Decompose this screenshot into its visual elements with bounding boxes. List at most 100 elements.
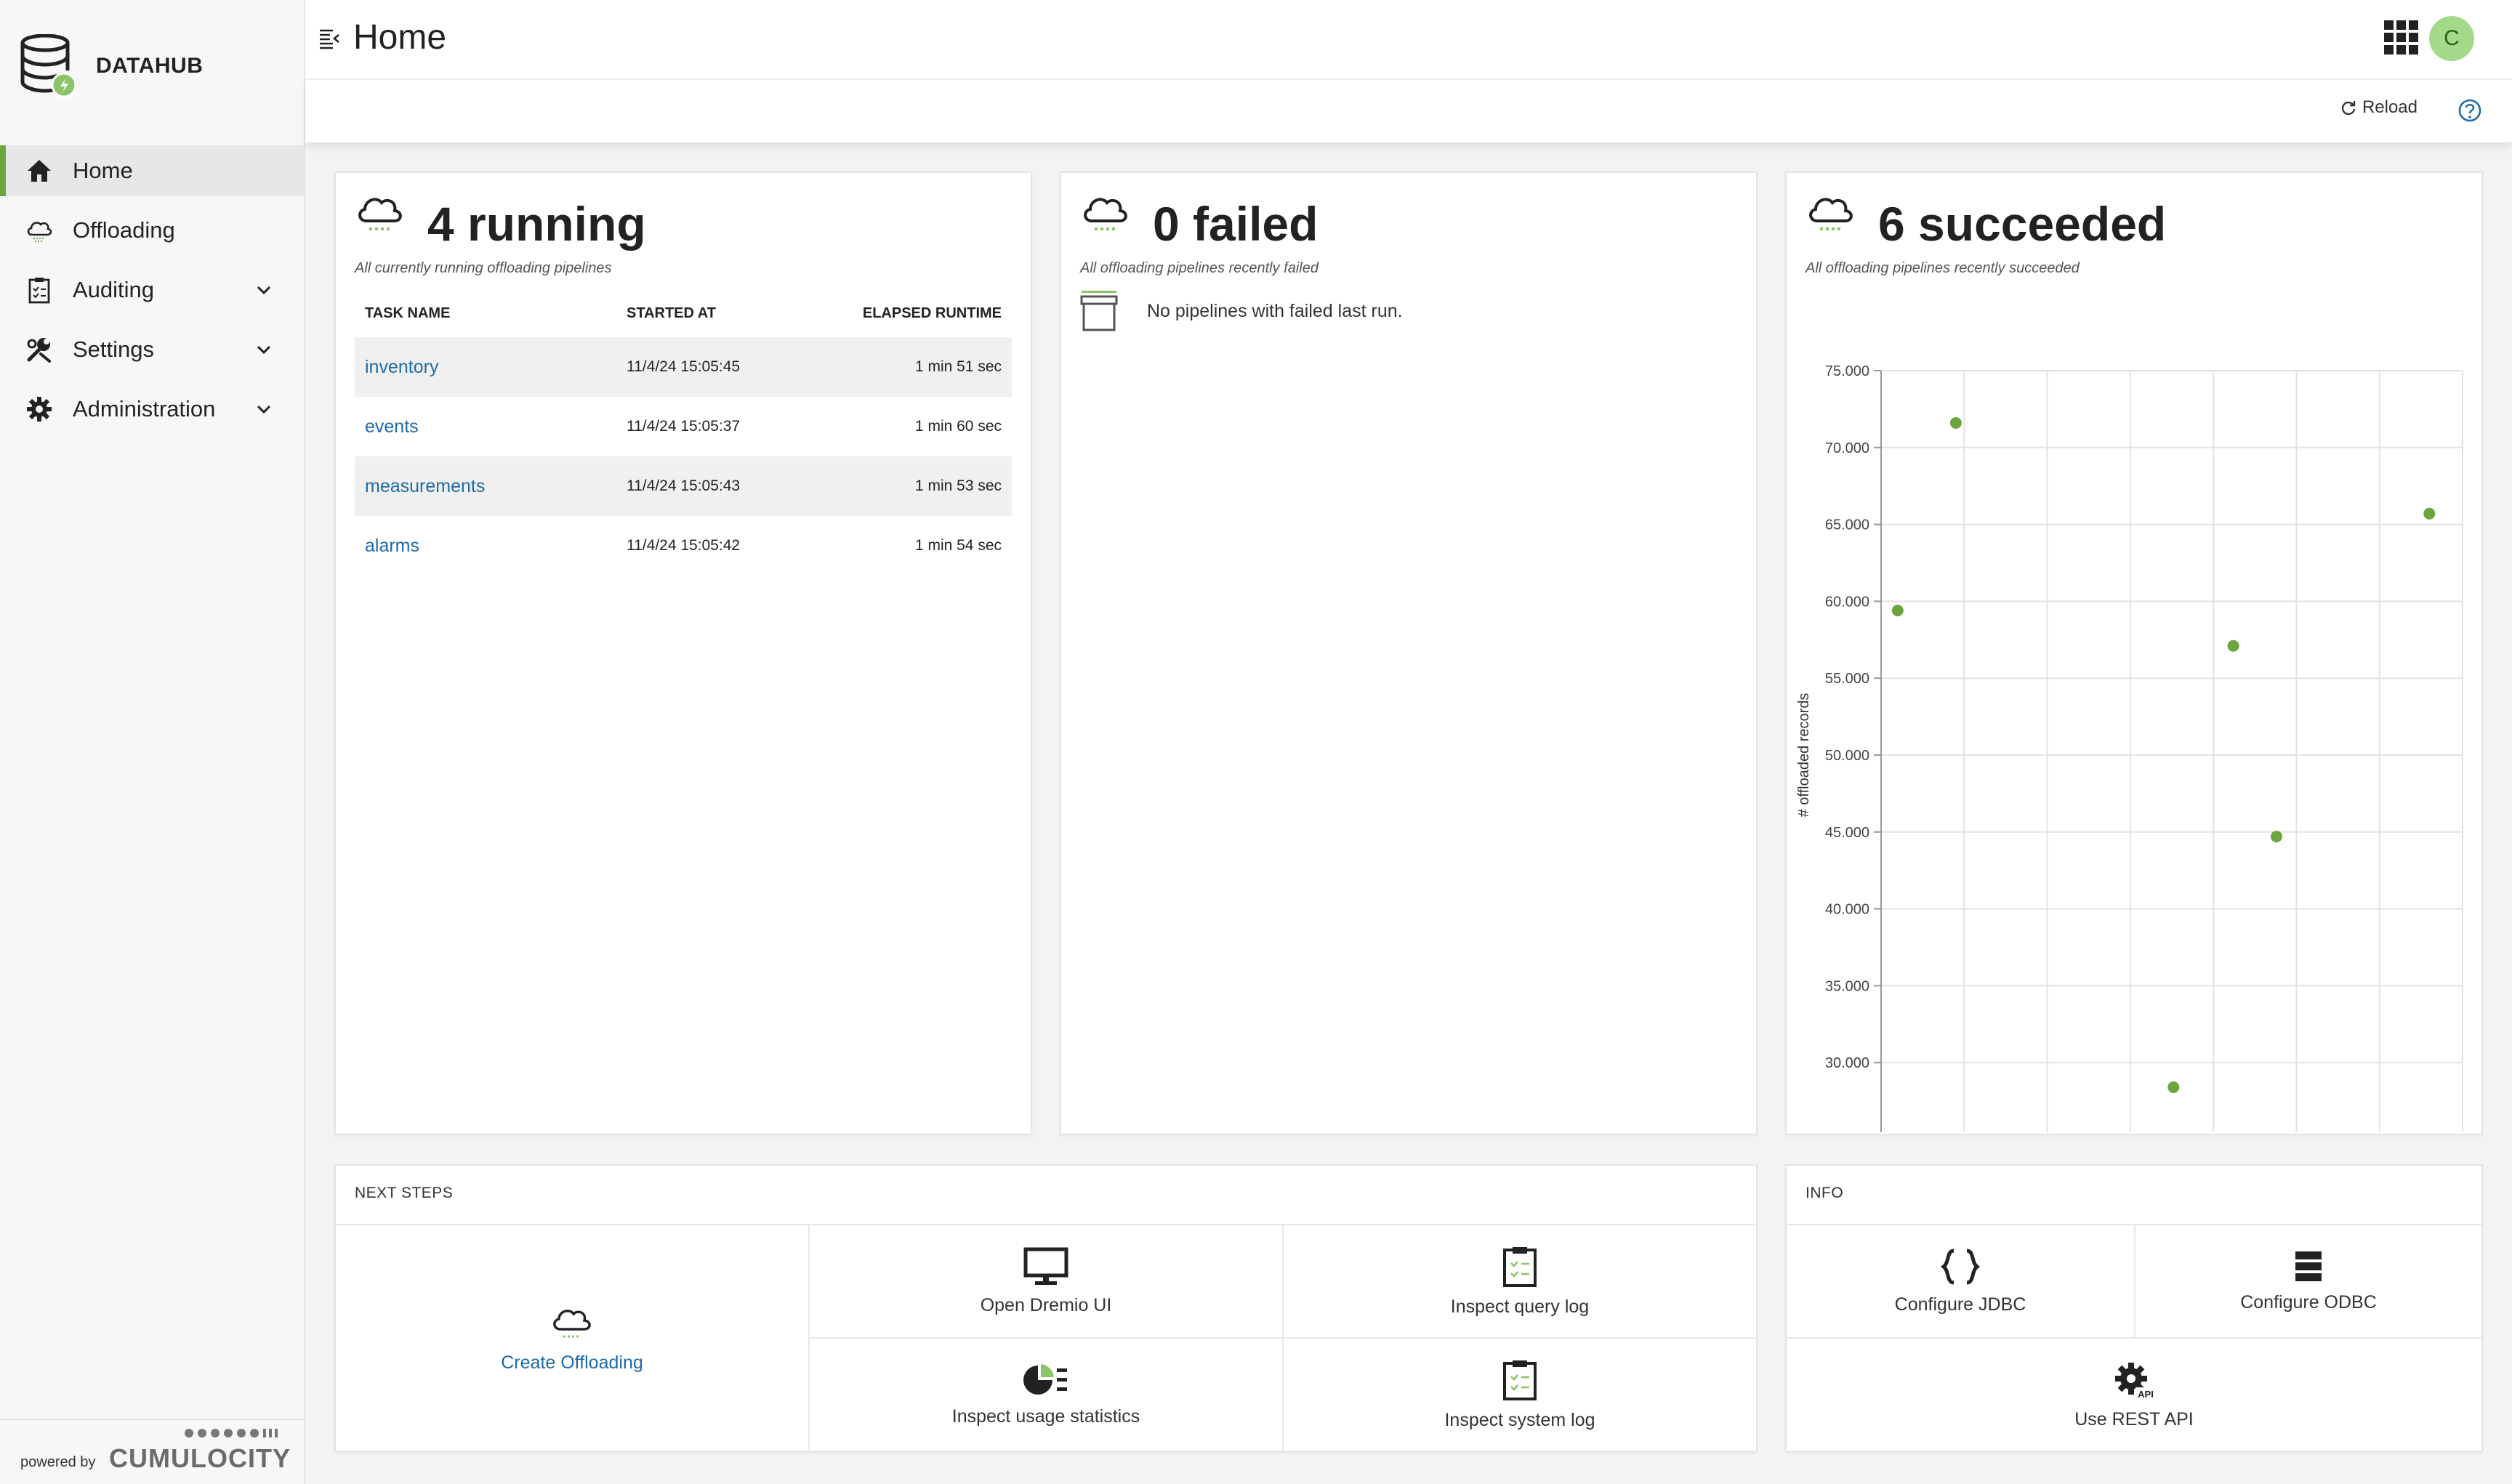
clipboard-icon: [28, 278, 50, 304]
monitor-icon: [1023, 1247, 1068, 1285]
use-rest-api-button[interactable]: API Use REST API: [1787, 1337, 2481, 1451]
sidebar-item-home[interactable]: Home: [0, 145, 304, 196]
cloud-icon: [553, 1309, 591, 1337]
inspect-usage-statistics-label: Inspect usage statistics: [951, 1406, 1140, 1427]
api-gear-icon: API: [2115, 1362, 2156, 1400]
y-tick-label: 55.000: [1825, 671, 1869, 687]
brand[interactable]: DATAHUB: [20, 33, 203, 99]
column-header: TASK NAME: [365, 305, 451, 321]
configure-odbc-label: Configure ODBC: [2240, 1291, 2377, 1312]
empty-box-icon: [1080, 291, 1118, 331]
y-tick-label: 50.000: [1825, 748, 1869, 764]
chevron-down-icon: [257, 345, 271, 355]
sidebar-item-administration[interactable]: Administration: [0, 384, 304, 435]
configure-jdbc-button[interactable]: Configure JDBC: [1787, 1224, 2134, 1337]
cloud-icon: [358, 198, 402, 230]
empty-state: No pipelines with failed last run.: [1080, 289, 1403, 333]
pie-chart-icon: [1023, 1363, 1067, 1395]
task-name-link[interactable]: alarms: [365, 535, 420, 556]
cloud-icon: [27, 222, 52, 242]
powered-by-brand: CUMULOCITY: [109, 1443, 291, 1473]
task-name-link[interactable]: events: [365, 416, 419, 437]
refresh-icon: [2341, 101, 2356, 116]
sidebar: DATAHUB Home Offloading: [0, 0, 305, 1484]
create-offloading-button[interactable]: Create Offloading: [336, 1224, 808, 1451]
open-dremio-ui-button[interactable]: Open Dremio UI: [808, 1224, 1282, 1337]
started-at: 11/4/24 15:05:37: [627, 418, 741, 435]
sidebar-item-offloading[interactable]: Offloading: [0, 205, 304, 256]
column-header: STARTED AT: [627, 305, 716, 321]
sidebar-item-label: Home: [73, 158, 133, 183]
wrench-icon: [27, 338, 51, 363]
action-bar: Reload: [305, 80, 2512, 142]
table-row: inventory 11/4/24 15:05:45 1 min 51 sec: [355, 337, 1012, 397]
y-tick-label: 75.000: [1825, 363, 1869, 379]
running-count: 4 running: [427, 197, 646, 251]
y-axis-label: # offloaded records: [1796, 693, 1812, 818]
page-title: Home: [353, 18, 447, 57]
table-row: events 11/4/24 15:05:37 1 min 60 sec: [355, 397, 1012, 456]
chevron-down-icon: [257, 286, 271, 295]
inspect-usage-statistics-button[interactable]: Inspect usage statistics: [808, 1337, 1282, 1451]
table-row: alarms 11/4/24 15:05:42 1 min 54 sec: [355, 516, 1012, 576]
scatter-point: [2167, 1081, 2180, 1094]
next-steps-label: NEXT STEPS: [355, 1185, 454, 1201]
next-steps-card: NEXT STEPS Create Offloading Open Dremio…: [334, 1164, 1758, 1452]
sidebar-nav: Home Offloading Auditing: [0, 145, 304, 435]
y-tick-label: 35.000: [1825, 978, 1869, 994]
started-at: 11/4/24 15:05:42: [627, 537, 741, 554]
running-subtitle: All currently running offloading pipelin…: [355, 260, 612, 276]
clipboard-icon: [1503, 1360, 1537, 1400]
elapsed-runtime: 1 min 53 sec: [834, 456, 1012, 516]
task-name-link[interactable]: inventory: [355, 337, 616, 397]
y-tick-label: 30.000: [1825, 1055, 1869, 1071]
reload-button[interactable]: Reload: [2340, 97, 2418, 118]
task-name-link[interactable]: measurements: [355, 456, 616, 516]
y-tick-label: 60.000: [1825, 594, 1869, 610]
inspect-system-log-button[interactable]: Inspect system log: [1282, 1337, 1756, 1451]
sidebar-item-auditing[interactable]: Auditing: [0, 265, 304, 315]
configure-odbc-button[interactable]: Configure ODBC: [2134, 1224, 2481, 1337]
cloud-icon: [1809, 198, 1853, 230]
powered-by-text: powered by: [20, 1454, 96, 1470]
table-header-row: TASK NAME STARTED AT ELAPSED RUNTIME: [355, 289, 1012, 337]
info-card: INFO Configure JDBC Configure ODBC: [1785, 1164, 2483, 1452]
open-dremio-ui-label: Open Dremio UI: [980, 1294, 1112, 1315]
cumulocity-logo-icon: [185, 1429, 278, 1437]
y-tick-label: 65.000: [1825, 517, 1869, 533]
user-avatar[interactable]: C: [2429, 16, 2474, 61]
empty-message: No pipelines with failed last run.: [1147, 300, 1403, 321]
sidebar-item-label: Administration: [73, 396, 216, 422]
chevron-down-icon: [257, 405, 271, 414]
sidebar-item-label: Settings: [73, 336, 155, 362]
app-switcher-icon[interactable]: [2384, 20, 2419, 55]
inspect-query-log-button[interactable]: Inspect query log: [1282, 1224, 1756, 1337]
succeeded-scatter-chart: 25.00030.00035.00040.00045.00050.00055.0…: [1796, 363, 2463, 1132]
started-at: 11/4/24 15:05:43: [616, 456, 834, 516]
elapsed-runtime: 1 min 60 sec: [914, 418, 1002, 435]
table-row: measurements 11/4/24 15:05:43 1 min 53 s…: [355, 456, 1012, 516]
help-icon[interactable]: [2457, 97, 2483, 124]
top-header: Home C: [305, 0, 2512, 80]
y-tick-label: 70.000: [1825, 440, 1869, 456]
column-header: ELAPSED RUNTIME: [862, 305, 1002, 321]
info-label: INFO: [1806, 1185, 1844, 1201]
use-rest-api-label: Use REST API: [2074, 1408, 2194, 1429]
failed-card: 0 failed All offloading pipelines recent…: [1060, 172, 1758, 1135]
scatter-point: [1949, 416, 1962, 429]
y-tick-label: 40.000: [1825, 902, 1869, 918]
started-at: 11/4/24 15:05:45: [616, 337, 834, 397]
scatter-point: [1891, 605, 1904, 617]
scatter-point: [2227, 640, 2239, 652]
home-icon: [28, 160, 51, 182]
succeeded-count: 6 succeeded: [1878, 197, 2167, 251]
database-icon: [20, 33, 77, 98]
y-tick-label: 45.000: [1825, 825, 1869, 841]
inspect-system-log-label: Inspect system log: [1444, 1409, 1595, 1430]
scatter-point: [2271, 831, 2282, 843]
sidebar-item-settings[interactable]: Settings: [0, 324, 304, 375]
succeeded-card: 6 succeeded All offloading pipelines rec…: [1785, 172, 2483, 1135]
menu-toggle-icon[interactable]: [317, 26, 342, 51]
failed-count: 0 failed: [1153, 197, 1319, 251]
